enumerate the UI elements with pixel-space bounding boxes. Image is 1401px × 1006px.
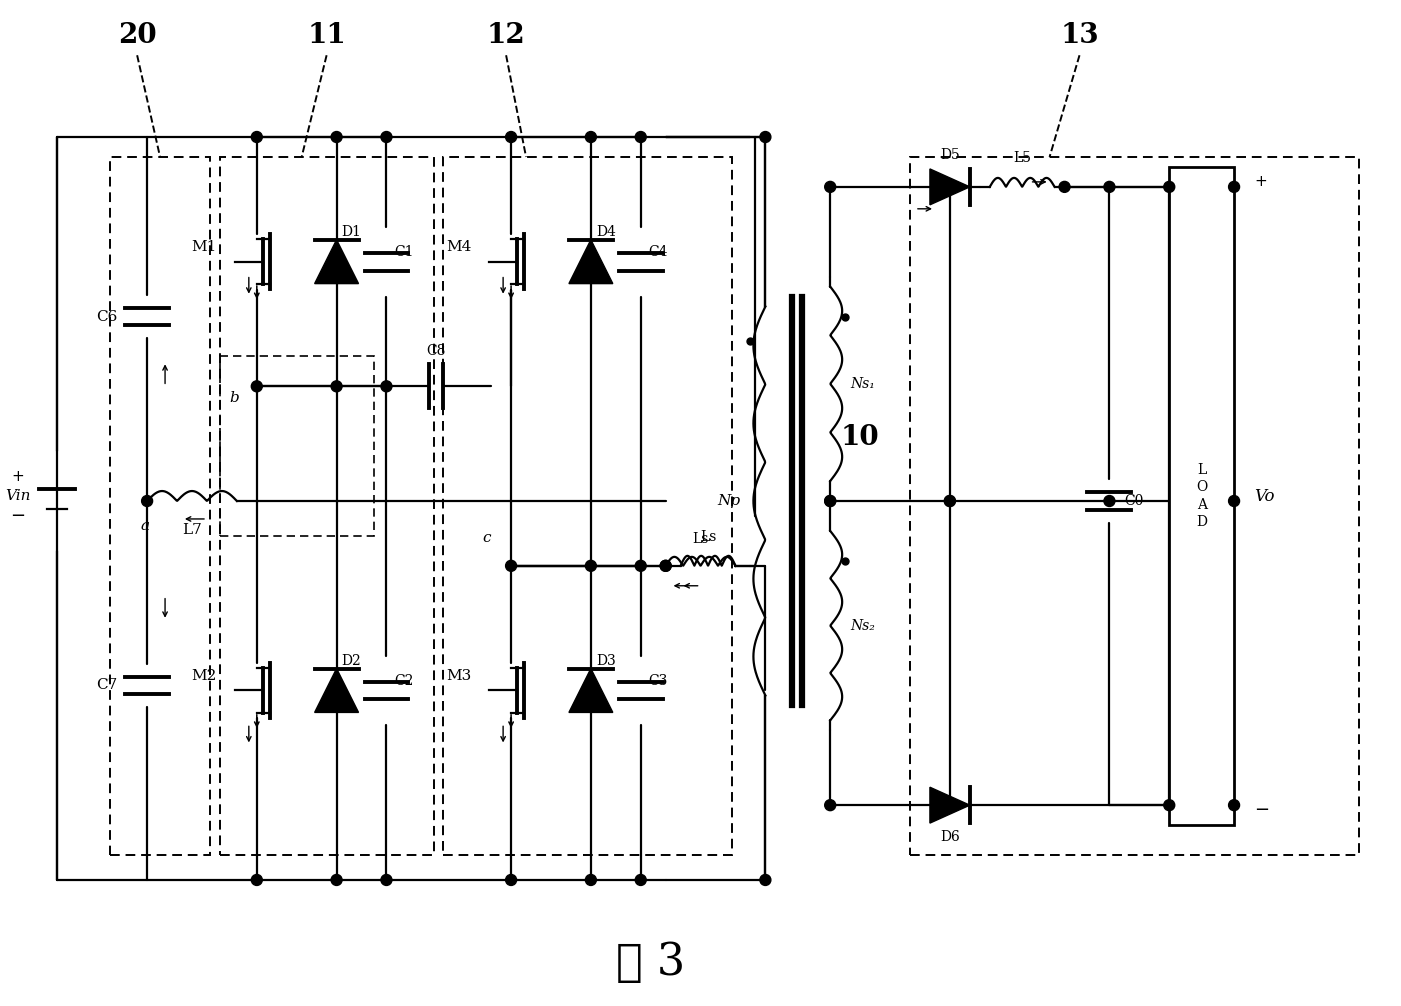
Text: M2: M2 [192,669,217,682]
Circle shape [1164,181,1175,192]
Polygon shape [930,169,969,205]
Text: +: + [1254,174,1267,189]
Text: M3: M3 [446,669,471,682]
Text: Vin: Vin [4,489,31,503]
Circle shape [1059,181,1070,192]
Circle shape [635,560,646,571]
Circle shape [825,181,835,192]
Text: M1: M1 [192,239,217,254]
Polygon shape [930,788,969,823]
Circle shape [331,381,342,391]
Text: Ls: Ls [692,532,709,546]
Circle shape [1229,800,1240,811]
Circle shape [586,560,597,571]
Text: b: b [230,391,238,405]
Text: Ns₂: Ns₂ [850,619,876,633]
Circle shape [1229,181,1240,192]
Circle shape [660,560,671,571]
Text: C6: C6 [95,310,118,324]
Bar [911,157,1359,855]
Text: c: c [483,531,492,545]
Text: 20: 20 [118,22,157,49]
Text: Vo: Vo [1254,488,1275,505]
Circle shape [759,874,771,885]
Text: Ns₁: Ns₁ [850,377,876,390]
Text: C0: C0 [1125,494,1143,508]
Bar [220,157,434,855]
Circle shape [251,874,262,885]
Text: D1: D1 [342,224,361,238]
Polygon shape [315,669,359,712]
Text: D4: D4 [595,224,615,238]
Circle shape [1104,181,1115,192]
Circle shape [506,560,517,571]
Circle shape [660,560,671,571]
Bar [443,157,733,855]
Text: 图 3: 图 3 [616,942,685,984]
Circle shape [586,132,597,143]
Text: L
O
A
D: L O A D [1196,463,1208,529]
Text: a: a [140,519,150,533]
Text: −: − [10,507,25,525]
Circle shape [825,496,835,506]
Text: 10: 10 [841,425,880,451]
Text: 12: 12 [486,22,525,49]
Circle shape [251,381,262,391]
Bar [220,356,374,536]
Circle shape [331,874,342,885]
Circle shape [944,496,955,506]
Circle shape [381,874,392,885]
Circle shape [381,381,392,391]
Text: +: + [11,469,24,484]
Circle shape [586,874,597,885]
Circle shape [506,874,517,885]
Text: 13: 13 [1061,22,1098,49]
Circle shape [635,874,646,885]
Bar [1170,167,1234,825]
Text: C2: C2 [395,673,413,687]
Circle shape [1104,496,1115,506]
Circle shape [825,800,835,811]
Text: C8: C8 [427,344,446,358]
Circle shape [506,132,517,143]
Text: C7: C7 [95,678,118,692]
Text: L5: L5 [1013,151,1031,165]
Circle shape [142,496,153,506]
Circle shape [944,181,955,192]
Circle shape [381,132,392,143]
Text: D2: D2 [342,654,361,668]
Text: M4: M4 [446,239,471,254]
Circle shape [331,132,342,143]
Text: C3: C3 [649,673,668,687]
Circle shape [825,496,835,506]
Text: C1: C1 [395,244,413,259]
Text: Ls: Ls [700,530,716,544]
Circle shape [944,496,955,506]
Text: −: − [1254,801,1269,819]
Text: C4: C4 [649,244,668,259]
Text: Np: Np [717,494,741,508]
Circle shape [251,132,262,143]
Bar [111,157,210,855]
Circle shape [944,800,955,811]
Text: 11: 11 [307,22,346,49]
Polygon shape [569,669,612,712]
Text: L7: L7 [182,523,202,537]
Text: D5: D5 [940,148,960,162]
Circle shape [1164,800,1175,811]
Polygon shape [569,239,612,284]
Circle shape [635,132,646,143]
Text: D6: D6 [940,830,960,844]
Text: D3: D3 [595,654,615,668]
Circle shape [759,132,771,143]
Polygon shape [315,239,359,284]
Circle shape [1229,496,1240,506]
